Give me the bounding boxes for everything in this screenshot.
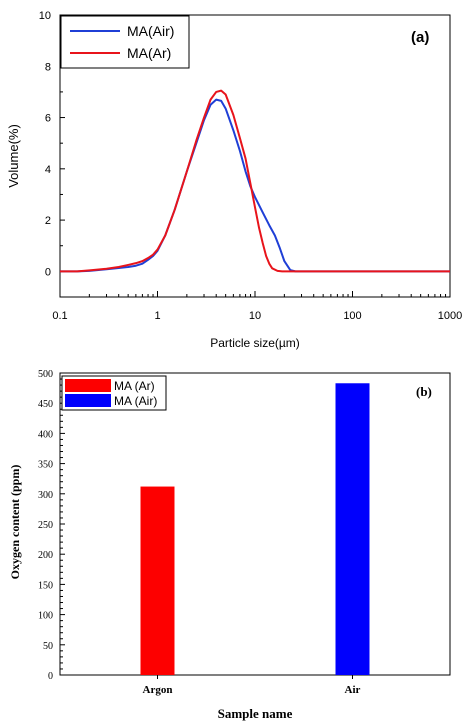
x-tick-label-a: 1 [154, 310, 160, 322]
x-axis-ticks-b: Argon Air [143, 675, 361, 696]
x-tick-label-b: Argon [143, 684, 173, 696]
legend-b: MA (Ar) MA (Air) [61, 375, 167, 411]
y-tick-label-b: 0 [48, 671, 53, 682]
x-axis-ticks-a: 0.1 1 10 100 1000 [52, 291, 462, 322]
legend-label-ma-air: MA(Air) [127, 23, 174, 39]
minor-ticks-a [88, 294, 447, 297]
y-tick-label-b: 100 [38, 611, 53, 622]
y-axis-label-a: Volume(%) [6, 124, 21, 188]
particle-size-chart: 0 2 4 6 8 10 0.1 1 10 100 1000 Volume(%) Particle… [6, 10, 462, 350]
x-tick-label-a: 1000 [438, 310, 462, 322]
y-tick-label-b: 500 [38, 369, 53, 380]
panel-label-a: (a) [411, 29, 429, 46]
y-tick-label-b: 450 [38, 399, 53, 410]
y-tick-label-b: 50 [43, 641, 53, 652]
x-tick-label-b: Air [345, 684, 361, 696]
y-tick-label-b: 150 [38, 580, 53, 591]
y-tick-label-a: 0 [45, 266, 51, 278]
x-tick-label-a: 100 [343, 310, 361, 322]
bar-air [335, 383, 370, 675]
series-line-ma-ar [60, 89, 450, 273]
bars-b [140, 383, 370, 675]
y-tick-label-b: 350 [38, 460, 53, 471]
y-tick-label-a: 4 [45, 164, 51, 176]
series-line-ma-air [60, 98, 450, 273]
legend-swatch-ma-ar-b [65, 379, 111, 392]
series-lines-a [60, 89, 450, 273]
y-axis-label-b: Oxygen content (ppm) [8, 465, 22, 580]
legend-label-ma-ar: MA(Ar) [127, 45, 171, 61]
panel-label-b: (b) [416, 384, 432, 399]
y-axis-ticks-a: 0 2 4 6 8 10 [39, 10, 65, 298]
x-tick-label-a: 10 [249, 310, 261, 322]
y-tick-label-b: 400 [38, 429, 53, 440]
y-tick-label-a: 10 [39, 10, 51, 22]
legend-label-ma-ar-b: MA (Ar) [114, 379, 155, 393]
x-axis-label-b: Sample name [218, 706, 293, 721]
bar-argon [140, 486, 175, 675]
legend-swatch-ma-air-b [65, 394, 111, 407]
legend-a: MA(Air) MA(Ar) [60, 15, 190, 69]
y-tick-label-a: 8 [45, 61, 51, 73]
y-tick-label-b: 200 [38, 550, 53, 561]
y-tick-label-a: 6 [45, 113, 51, 125]
x-tick-label-a: 0.1 [52, 310, 67, 322]
y-tick-label-b: 300 [38, 490, 53, 501]
legend-box-a [60, 15, 190, 69]
plot-frame-b [59, 372, 451, 676]
y-axis-ticks-b: 0 50 100 150 200 250 300 350 400 450 500 [38, 369, 65, 682]
y-tick-label-b: 250 [38, 520, 53, 531]
x-axis-label-a: Particle size(µm) [210, 336, 300, 350]
legend-label-ma-air-b: MA (Air) [114, 394, 157, 408]
y-tick-label-a: 2 [45, 215, 51, 227]
